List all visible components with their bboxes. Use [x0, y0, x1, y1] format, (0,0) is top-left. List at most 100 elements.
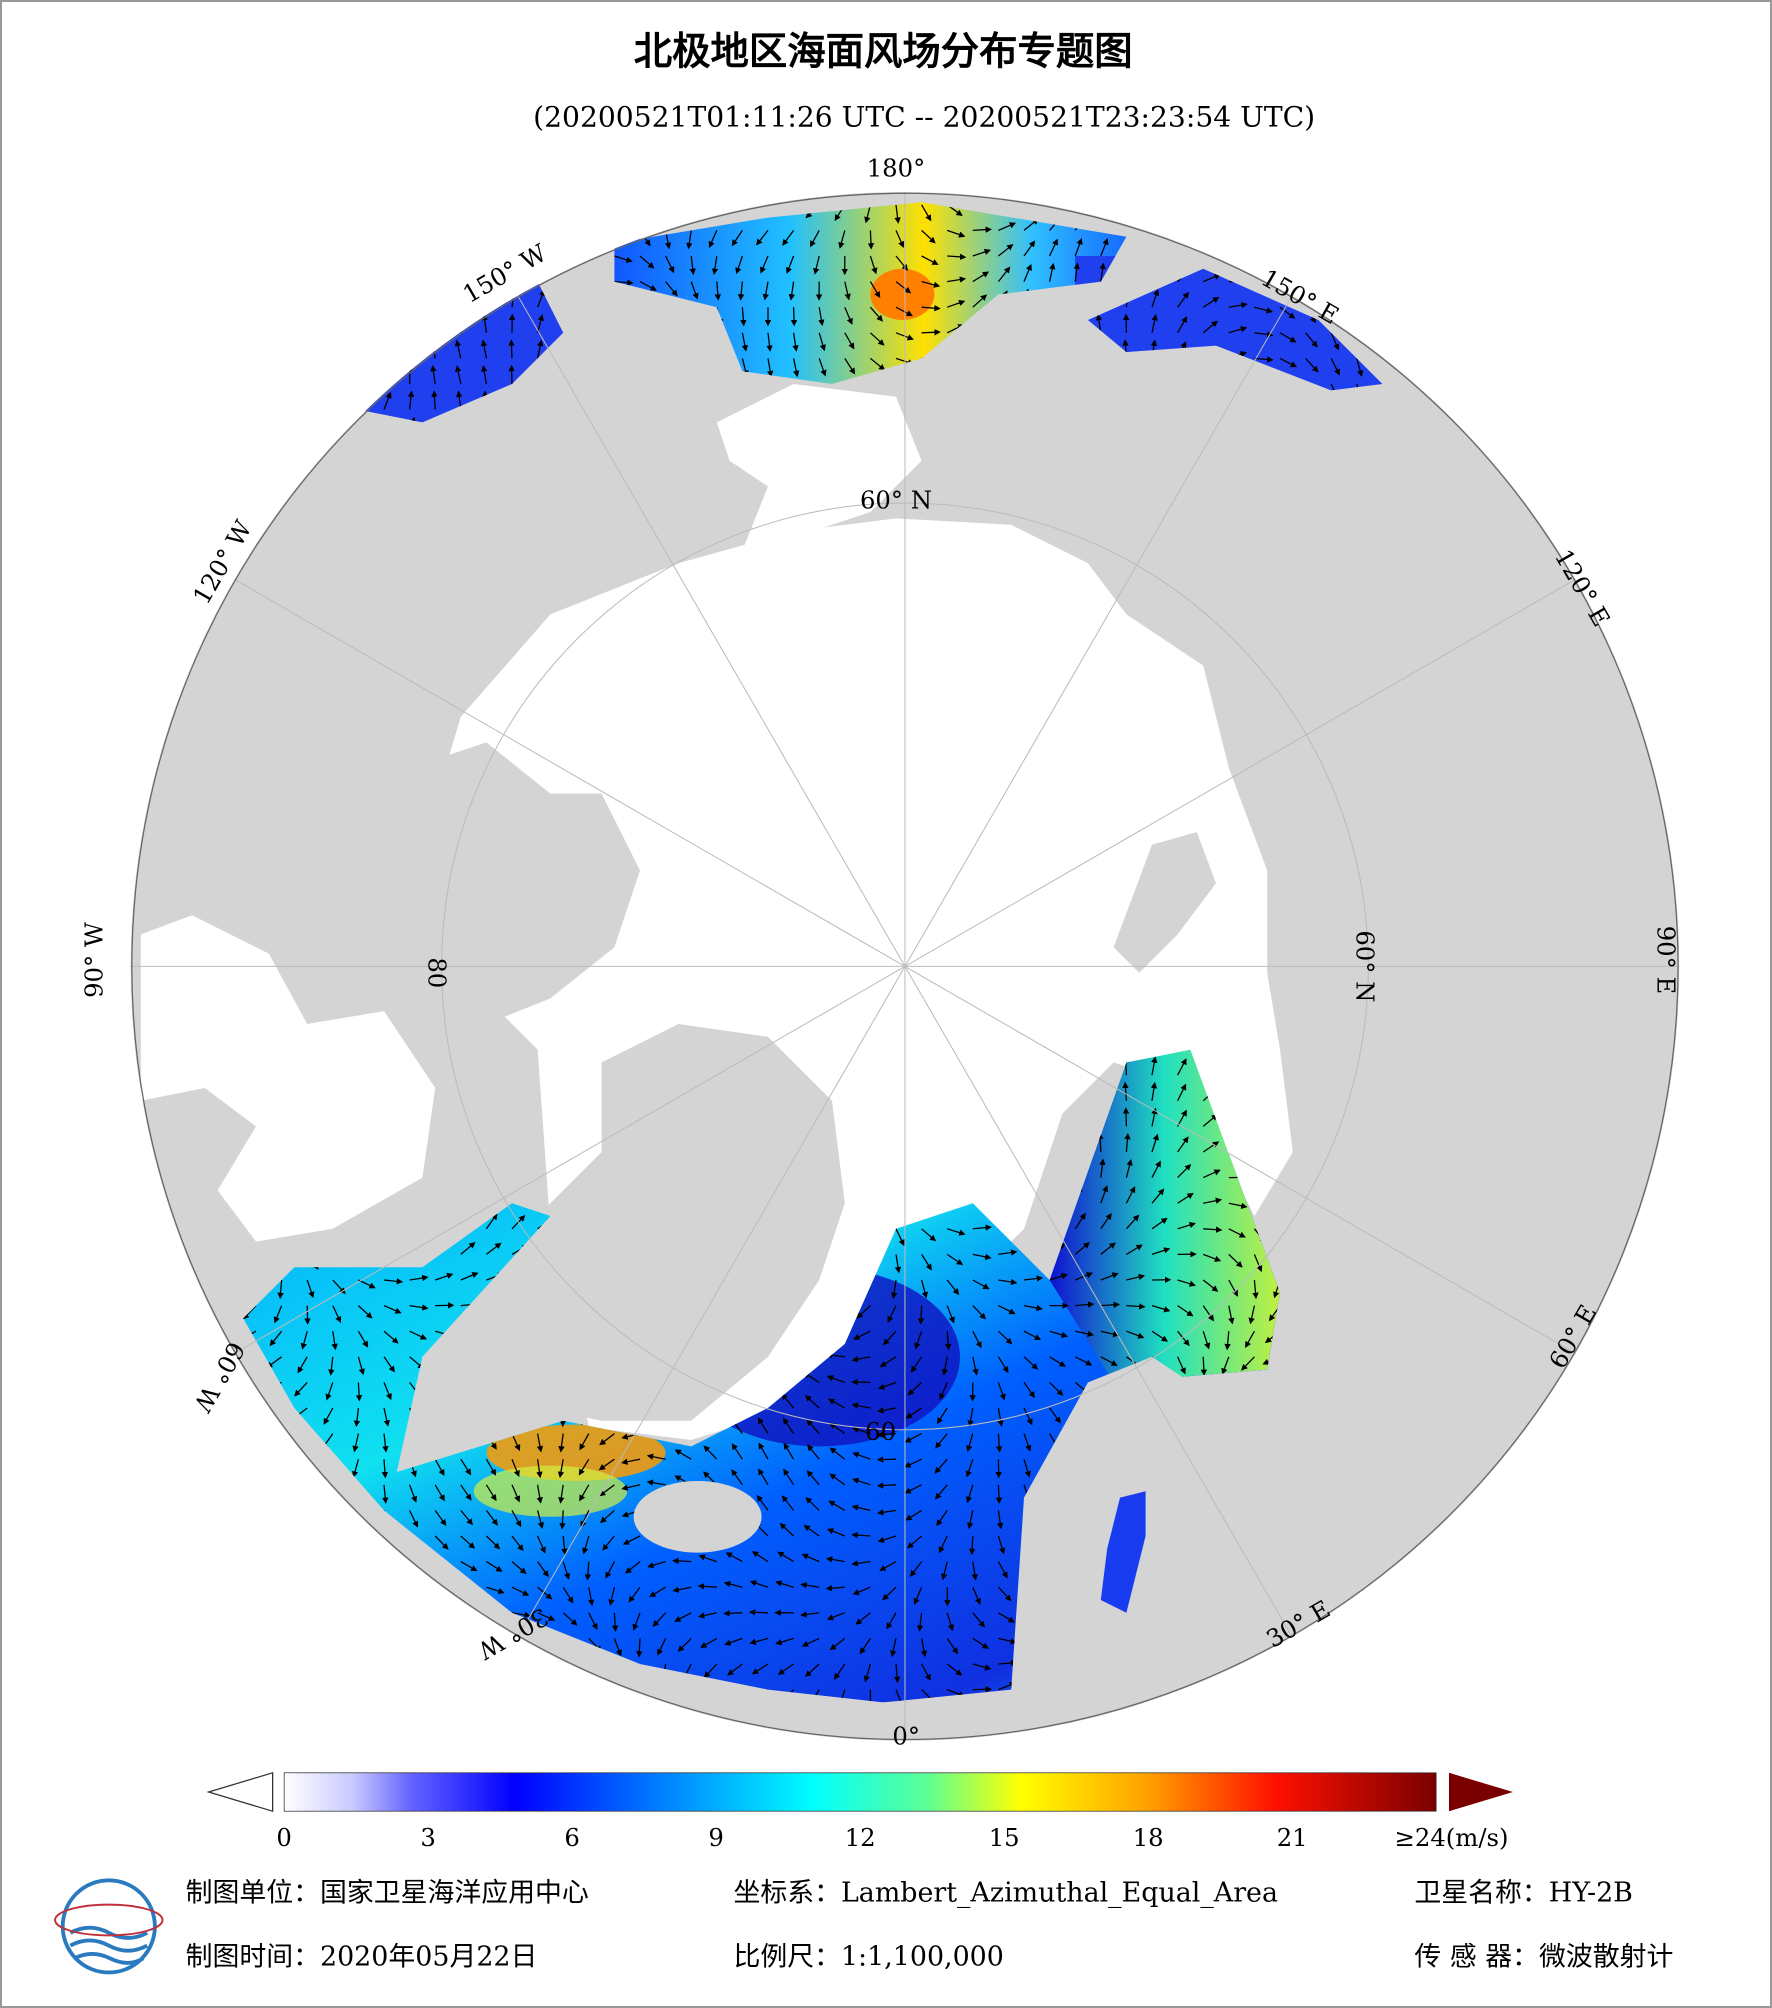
wind-arrow — [886, 1612, 897, 1630]
wind-arrow — [485, 1484, 497, 1502]
wind-arrow — [921, 1254, 932, 1271]
wind-arrow — [1049, 1356, 1066, 1367]
wind-arrow — [877, 1535, 897, 1543]
wind-arrow — [587, 1587, 595, 1607]
wind-arrow — [1177, 1221, 1196, 1230]
wind-arrow — [939, 1382, 948, 1401]
wind-arrow — [946, 1253, 964, 1266]
graticule-label: 60° N — [860, 485, 932, 514]
wind-arrow — [1248, 1305, 1256, 1325]
wind-arrow — [920, 1638, 928, 1658]
wind-arrow — [600, 1509, 615, 1524]
wind-arrow — [1221, 1356, 1230, 1375]
wind-arrow — [809, 230, 820, 248]
wind-arrow — [792, 332, 799, 352]
wind-arrow — [1151, 1188, 1165, 1204]
wind-arrow — [1126, 1303, 1146, 1310]
wind-arrow — [614, 279, 634, 286]
wind-arrow — [741, 332, 749, 352]
wind-arrow — [1151, 1330, 1169, 1342]
wind-arrow — [598, 1458, 615, 1471]
arctic-archipelago — [384, 742, 640, 1024]
wind-arrow — [882, 1586, 897, 1601]
wind-arrow — [864, 204, 872, 224]
wind-arrow — [921, 1228, 937, 1242]
wind-arrow — [998, 1305, 1016, 1315]
wind-arrow — [938, 1535, 948, 1554]
wind-arrow — [1202, 273, 1221, 283]
colorbar-tick-label: 18 — [1133, 1823, 1164, 1852]
wind-arrow — [559, 1510, 566, 1530]
wind-arrow — [657, 1638, 667, 1656]
wind-arrow — [409, 1304, 429, 1311]
wind-arrow — [806, 1419, 820, 1435]
wind-arrow — [579, 1433, 590, 1451]
map-subtitle: (20200521T01:11:26 UTC -- 20200521T23:23… — [533, 101, 1315, 134]
wind-arrow — [758, 1442, 769, 1460]
wind-arrow — [672, 1586, 692, 1593]
colorbar-tick-label: 9 — [708, 1823, 723, 1852]
wind-arrow — [646, 1453, 666, 1460]
wind-arrow — [805, 1497, 820, 1511]
wind-arrow — [947, 253, 967, 261]
wind-arrow — [1023, 1356, 1039, 1370]
wind-arrow — [537, 1561, 549, 1578]
wind-arrow — [306, 1279, 315, 1299]
wind-arrow — [844, 332, 855, 350]
wind-arrow — [1074, 1356, 1093, 1366]
wind-arrow — [1100, 1242, 1116, 1255]
wind-arrow — [972, 248, 991, 257]
wind-arrow — [725, 1552, 743, 1563]
wind-arrow — [1023, 1275, 1044, 1282]
wind-arrow — [511, 1611, 531, 1619]
wind-arrow — [674, 1612, 692, 1622]
wind-arrow — [818, 358, 827, 377]
wind-arrow — [972, 1663, 992, 1671]
wind-arrow — [460, 1561, 478, 1572]
wind-arrow — [1177, 1356, 1186, 1375]
wind-arrow — [972, 1253, 992, 1261]
footer-value: 2020年05月22日 — [320, 1941, 537, 1972]
wind-arrow — [357, 1305, 373, 1319]
wind-arrow — [946, 1612, 955, 1632]
wind-arrow — [972, 1305, 987, 1320]
wind-arrow — [783, 1468, 795, 1486]
wind-arrow — [1151, 1056, 1158, 1076]
wind-arrow — [1279, 357, 1298, 368]
wind-arrow — [775, 1580, 794, 1588]
wind-arrow — [852, 1426, 871, 1435]
wind-arrow — [1100, 1185, 1109, 1204]
wind-arrow — [409, 1274, 429, 1282]
colorbar-tick-label: 12 — [845, 1823, 876, 1852]
wind-arrow — [851, 1560, 871, 1567]
wind-arrow — [486, 1586, 505, 1595]
wind-arrow — [698, 1554, 718, 1563]
wind-arrow — [1177, 1279, 1196, 1287]
wind-arrow — [1254, 306, 1274, 314]
graticule-label: 0° — [892, 1722, 920, 1751]
wind-arrow — [584, 1561, 592, 1581]
wind-arrow — [941, 1356, 949, 1376]
wind-arrow — [749, 1580, 769, 1588]
wind-arrow — [749, 1637, 769, 1645]
wind-arrow — [649, 1586, 666, 1598]
wind-arrow — [869, 332, 885, 346]
wind-arrow — [434, 1535, 449, 1550]
wind-arrow — [782, 1417, 795, 1434]
wind-arrow — [1177, 1305, 1194, 1317]
wind-arrow — [708, 230, 718, 248]
wind-arrow — [434, 1484, 445, 1502]
wind-arrow — [1124, 1132, 1131, 1153]
wind-arrow — [297, 1356, 308, 1374]
wind-arrow — [904, 1458, 922, 1468]
wind-arrow — [351, 1459, 360, 1478]
wind-arrow — [934, 1484, 948, 1500]
wind-arrow — [972, 1586, 981, 1605]
wind-arrow — [409, 1510, 419, 1528]
wind-arrow — [1151, 288, 1160, 308]
wind-arrow — [972, 1330, 982, 1349]
wind-arrow — [779, 1522, 795, 1537]
wind-arrow — [1245, 1330, 1255, 1348]
wind-arrow — [1177, 316, 1188, 334]
